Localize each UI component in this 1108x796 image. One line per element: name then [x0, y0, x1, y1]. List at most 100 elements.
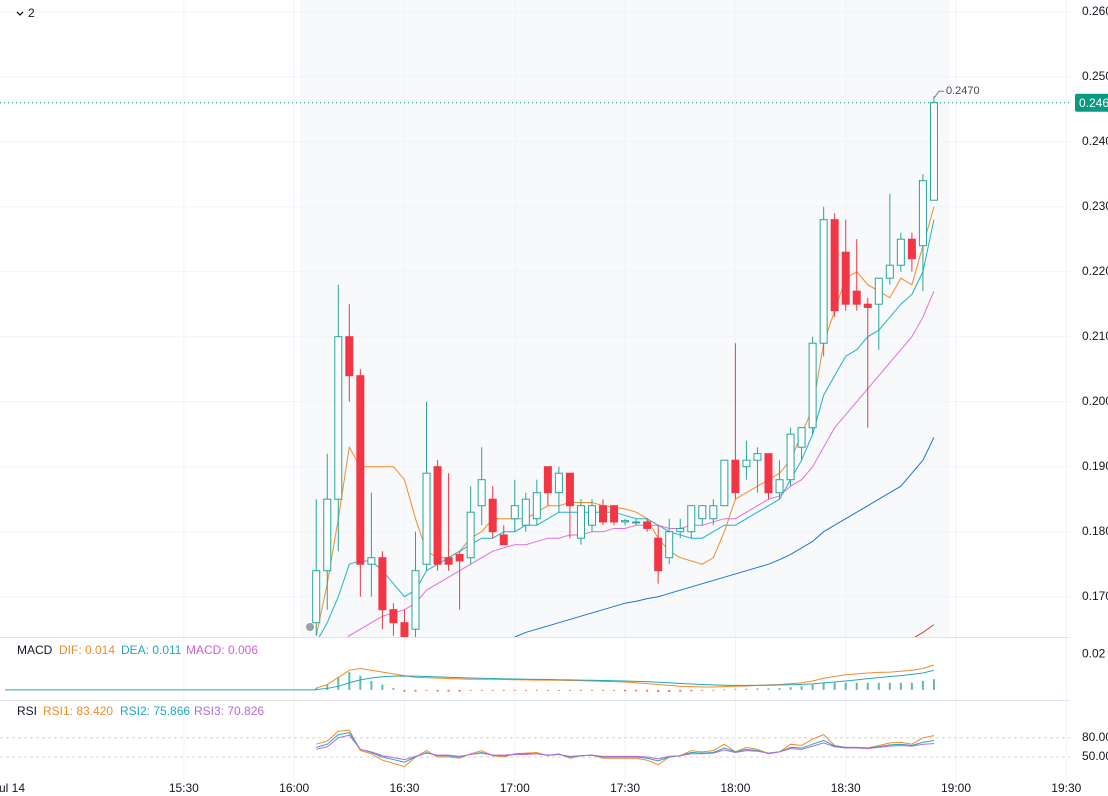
- grid: [0, 0, 1070, 782]
- macd-histogram-bar: [712, 689, 715, 691]
- candle-body: [885, 264, 894, 279]
- candle-body: [764, 453, 773, 494]
- candle-body: [654, 537, 663, 572]
- y-tick-label: 0.240: [1082, 134, 1108, 148]
- macd-histogram-bar: [469, 689, 472, 691]
- y-tick-label: 0.250: [1082, 69, 1108, 83]
- candle-body: [389, 609, 398, 624]
- macd-histogram-bar: [491, 689, 494, 691]
- candle-body: [863, 303, 872, 308]
- y-tick-label: 0.180: [1082, 524, 1108, 538]
- macd-pane: [5, 664, 935, 692]
- macd-histogram-bar: [326, 684, 329, 690]
- rsi-line: [316, 734, 934, 761]
- candle-body: [576, 505, 585, 539]
- macd-histogram-bar: [535, 689, 538, 691]
- candle-body: [422, 472, 431, 565]
- candle-body: [345, 336, 354, 377]
- macd-histogram-bar: [844, 682, 847, 690]
- candle-body: [543, 466, 552, 494]
- moving-average-line: [914, 624, 935, 637]
- macd-histogram-bar: [734, 688, 737, 690]
- candle-body: [874, 277, 883, 305]
- rsi-tick-label: 80.00: [1082, 730, 1108, 744]
- candle-body: [709, 505, 718, 520]
- macd-tick-label: 0.02: [1082, 646, 1106, 660]
- candle-body: [852, 290, 861, 305]
- candle-body: [554, 472, 563, 494]
- candle-body: [918, 180, 927, 247]
- macd-histogram-bar: [833, 682, 836, 690]
- macd-histogram-bar: [877, 682, 880, 690]
- candle-body: [378, 557, 387, 611]
- x-tick-label: 18:30: [831, 781, 861, 795]
- high-label: 0.2470: [946, 85, 980, 97]
- macd-histogram-bar: [756, 688, 759, 690]
- macd-histogram-bar: [723, 689, 726, 691]
- candle-body: [841, 251, 850, 305]
- x-tick-label: 19:00: [941, 781, 971, 795]
- event-marker[interactable]: [306, 623, 314, 631]
- macd-histogram-bar: [524, 689, 527, 691]
- x-tick-label: 17:00: [500, 781, 530, 795]
- macd-histogram-bar: [635, 689, 638, 692]
- macd-histogram-bar: [348, 672, 351, 690]
- macd-legend-label: DIF: 0.014: [59, 643, 115, 657]
- candle-body: [521, 498, 530, 526]
- macd-histogram-bar: [414, 689, 417, 692]
- rsi-pane: [0, 729, 1070, 768]
- collapse-chevron[interactable]: [16, 11, 24, 16]
- macd-histogram-bar: [899, 682, 902, 690]
- macd-histogram-bar: [789, 687, 792, 690]
- candle-body: [477, 479, 486, 507]
- candle-body: [797, 427, 806, 448]
- macd-histogram-bar: [602, 689, 605, 691]
- y-tick-label: 0.170: [1082, 589, 1108, 603]
- macd-histogram-bar: [557, 689, 560, 691]
- moving-average-line: [315, 206, 935, 636]
- candle-body: [334, 336, 343, 500]
- macd-histogram-bar: [866, 682, 869, 690]
- y-tick-label: 0.200: [1082, 394, 1108, 408]
- macd-histogram-bar: [811, 684, 814, 690]
- x-tick-label: 16:30: [389, 781, 419, 795]
- candle-body: [830, 219, 839, 312]
- x-tick-label: 16:00: [279, 781, 309, 795]
- macd-histogram-bar: [855, 682, 858, 690]
- macd-histogram-bar: [546, 689, 549, 691]
- collapsed-count[interactable]: 2: [28, 6, 35, 20]
- macd-histogram-bar: [403, 689, 406, 692]
- candle-body: [499, 534, 508, 546]
- candle-body: [444, 557, 453, 565]
- macd-histogram-bar: [381, 684, 384, 690]
- candle-body: [698, 505, 707, 520]
- macd-histogram-bar: [822, 682, 825, 690]
- macd-histogram-bar: [800, 686, 803, 690]
- macd-histogram-bar: [425, 689, 428, 691]
- macd-histogram-bar: [315, 688, 318, 690]
- x-tick-label: Jul 14: [0, 781, 25, 795]
- rsi-legend-label: RSI1: 83.420: [43, 704, 113, 718]
- moving-average-line: [514, 437, 935, 637]
- macd-histogram-bar: [613, 689, 616, 691]
- candle-body: [929, 102, 938, 201]
- candle-body: [676, 527, 685, 533]
- macd-histogram-bar: [359, 675, 362, 690]
- macd-legend-label: MACD: 0.006: [186, 643, 258, 657]
- rsi-legend-label: RSI2: 75.866: [120, 704, 190, 718]
- macd-histogram-bar: [701, 689, 704, 691]
- y-tick-label: 0.210: [1082, 329, 1108, 343]
- macd-histogram-bar: [932, 679, 935, 690]
- x-tick-label: 19:30: [1051, 781, 1081, 795]
- macd-histogram-bar: [657, 689, 660, 692]
- macd-line: [316, 669, 935, 691]
- macd-histogram-bar: [679, 689, 682, 692]
- x-tick-label: 15:30: [169, 781, 199, 795]
- candle-body: [753, 453, 762, 461]
- macd-histogram-bar: [370, 680, 373, 690]
- macd-histogram-bar: [668, 689, 671, 692]
- candle-body: [367, 557, 376, 565]
- macd-histogram-bar: [480, 689, 483, 691]
